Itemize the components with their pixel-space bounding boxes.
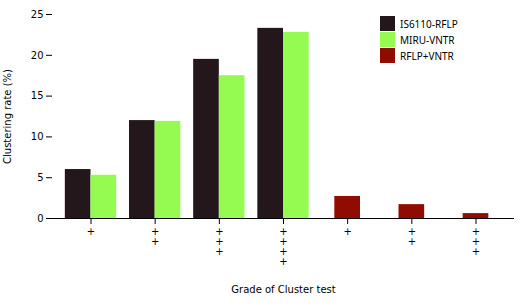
svg-text:++++: ++++: [279, 226, 287, 267]
svg-text:25: 25: [31, 9, 44, 20]
svg-text:20: 20: [31, 50, 44, 61]
html-text:RFLP+VNTR: RFLP+VNTR: [400, 48, 454, 63]
html-text:MIRU-VNTR: MIRU-VNTR: [400, 32, 455, 47]
svg-text:+++: +++: [215, 226, 223, 257]
svg-text:Clustering rate (%): Clustering rate (%): [2, 69, 13, 164]
svg-text:++: ++: [151, 226, 159, 247]
html-text:IS6110-RFLP: IS6110-RFLP: [400, 16, 458, 31]
svg-text:10: 10: [31, 131, 44, 142]
svg-text:0: 0: [37, 213, 43, 224]
svg-text:+++: +++: [472, 226, 480, 257]
svg-text:5: 5: [37, 172, 43, 183]
svg-text:Grade of Cluster test: Grade of Cluster test: [231, 284, 335, 295]
svg-text:+: +: [343, 226, 351, 237]
svg-text:++: ++: [408, 226, 416, 247]
svg-text:15: 15: [31, 90, 44, 101]
svg-text:+: +: [87, 226, 95, 237]
